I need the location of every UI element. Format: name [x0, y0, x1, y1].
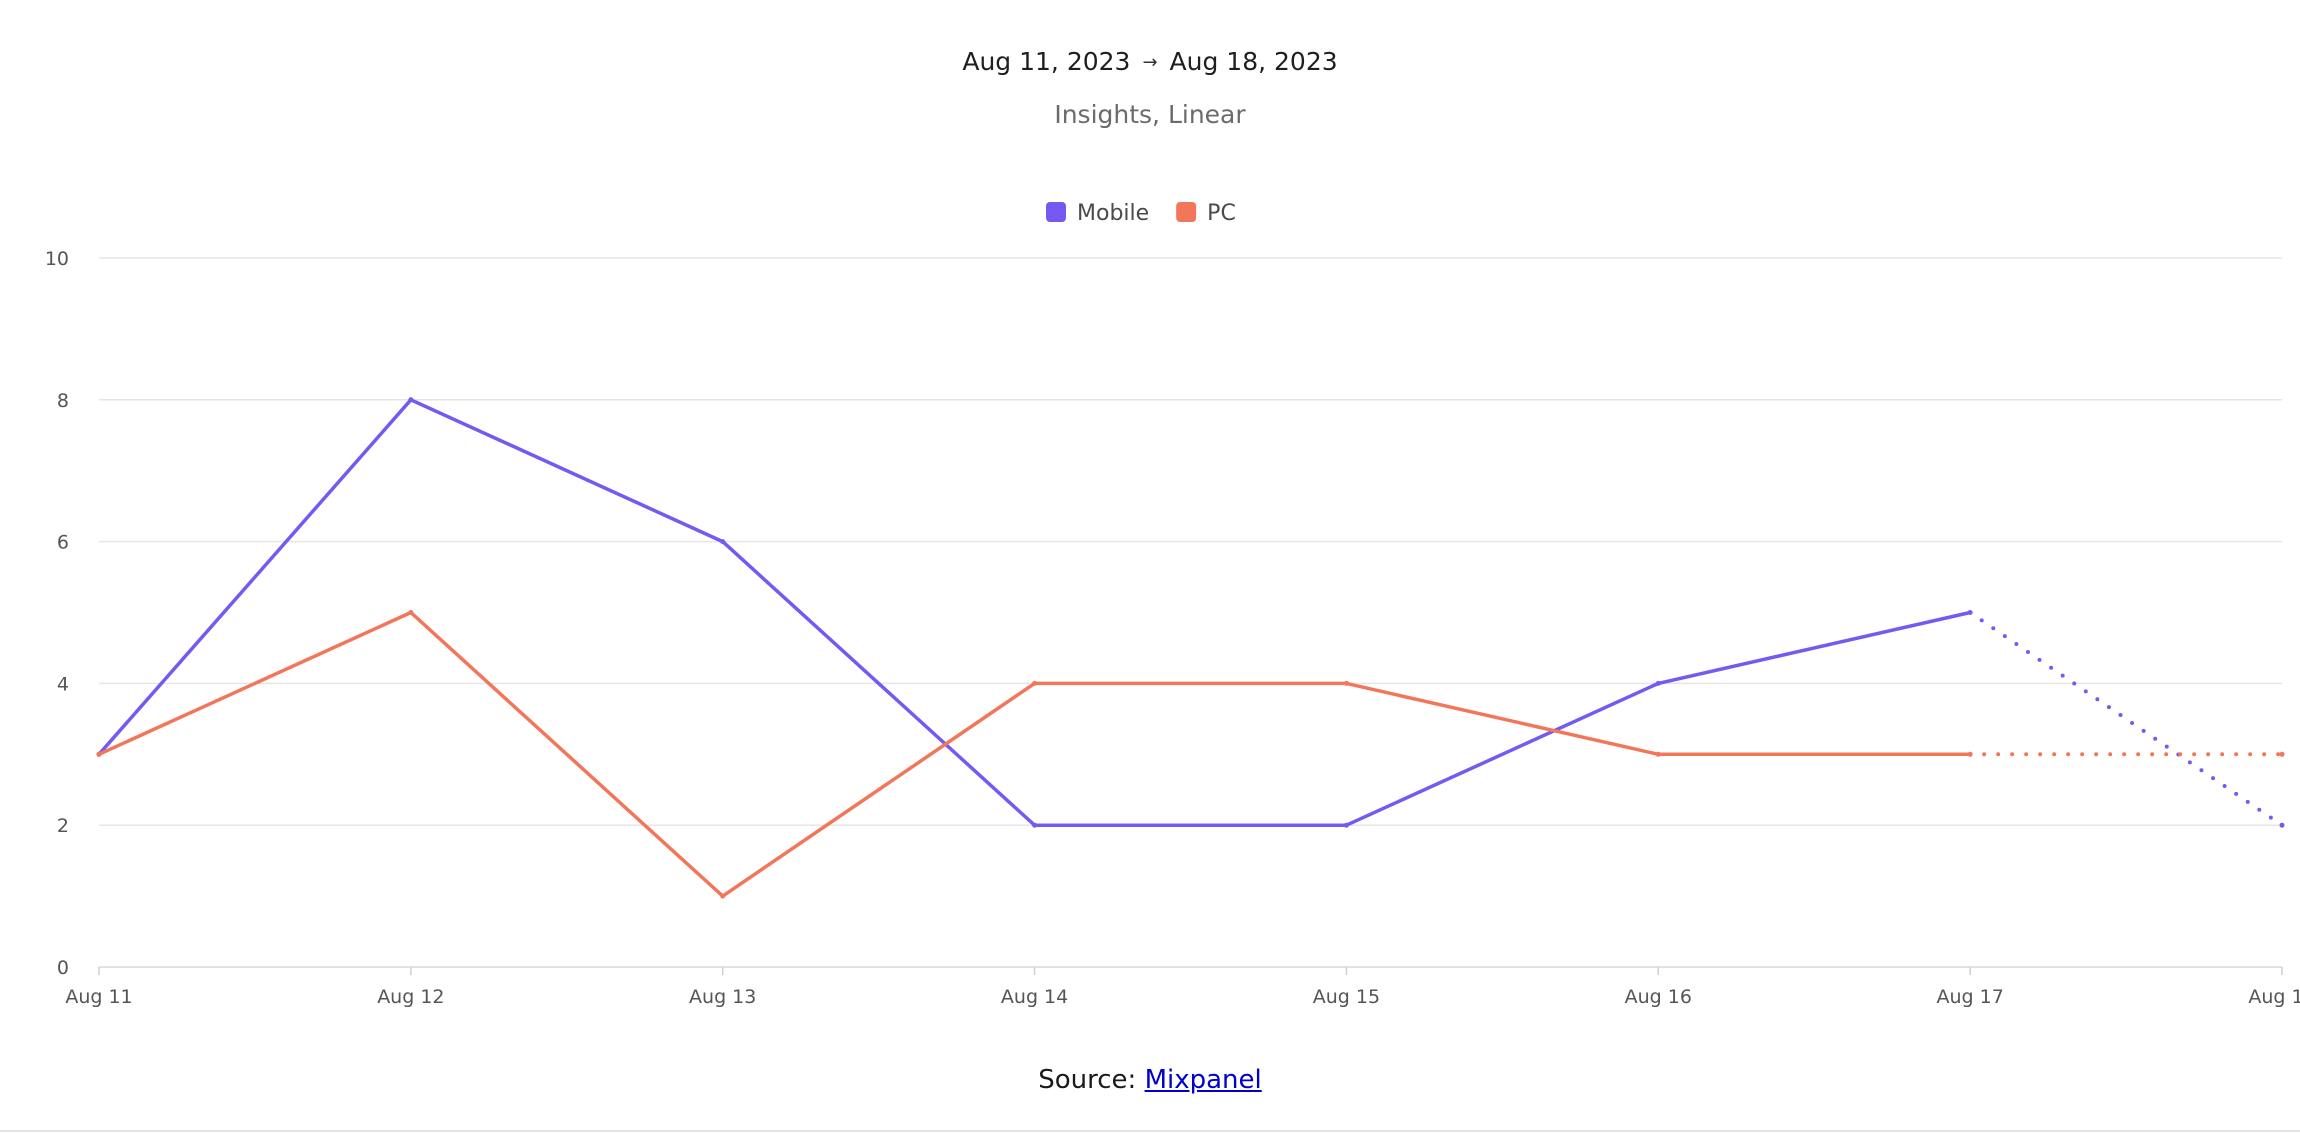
- date-end: Aug 18, 2023: [1169, 47, 1338, 76]
- data-point-mobile-4: [1343, 822, 1349, 828]
- x-tick-label-0: Aug 11: [65, 986, 132, 1008]
- data-point-pc-7: [2279, 751, 2285, 757]
- data-point-pc-0: [96, 751, 102, 757]
- x-tick-label-5: Aug 16: [1625, 986, 1692, 1008]
- data-point-pc-4: [1343, 680, 1349, 686]
- series-line-pc: [97, 610, 1972, 898]
- y-tick-label-0: 0: [57, 957, 69, 979]
- legend-swatch-mobile: [1046, 202, 1066, 222]
- source-link[interactable]: Mixpanel: [1144, 1065, 1262, 1095]
- data-point-pc-6: [1967, 751, 1973, 757]
- date-range: Aug 11, 2023 → Aug 18, 2023: [0, 42, 2300, 82]
- legend-swatch-pc: [1176, 202, 1197, 222]
- arrow-right-icon: →: [1142, 52, 1158, 73]
- x-tick-label-3: Aug 14: [1001, 986, 1068, 1008]
- y-tick-label-2: 2: [57, 815, 69, 837]
- legend-label-pc: PC: [1207, 201, 1236, 226]
- x-tick-label-7: Aug 18: [2248, 986, 2300, 1008]
- data-point-mobile-2: [720, 539, 726, 545]
- x-tick-label-4: Aug 15: [1313, 986, 1380, 1008]
- data-point-mobile-3: [1032, 822, 1038, 828]
- source-label: Source:: [1038, 1065, 1137, 1095]
- y-tick-label-4: 4: [57, 673, 69, 695]
- y-tick-label-8: 8: [57, 390, 69, 412]
- y-tick-label-6: 6: [57, 532, 69, 554]
- x-tick-label-2: Aug 13: [689, 986, 756, 1008]
- x-tick-label-6: Aug 17: [1936, 986, 2003, 1008]
- y-tick-label-10: 10: [45, 248, 69, 270]
- series-line-mobile: [97, 398, 1972, 827]
- data-point-mobile-7: [2279, 822, 2285, 828]
- legend-label-mobile: Mobile: [1077, 201, 1149, 226]
- data-point-pc-1: [408, 610, 414, 615]
- source-line: Source: Mixpanel: [0, 1065, 2300, 1095]
- legend: Mobile PC: [1046, 201, 1236, 226]
- series-projection-mobile: [1968, 610, 2284, 828]
- bottom-divider: [0, 1130, 2300, 1132]
- date-start: Aug 11, 2023: [962, 47, 1131, 76]
- chart-header: Aug 11, 2023 → Aug 18, 2023 Insights, Line…: [0, 42, 2300, 133]
- chart-subtitle: Insights, Linear: [1054, 100, 1246, 129]
- data-point-mobile-1: [408, 397, 414, 403]
- data-point-mobile-6: [1967, 610, 1973, 615]
- data-point-pc-2: [720, 893, 726, 899]
- data-point-pc-5: [1655, 751, 1661, 757]
- series-pc: [96, 610, 2285, 899]
- data-point-pc-3: [1032, 680, 1038, 686]
- data-point-mobile-5: [1655, 680, 1661, 686]
- x-tick-label-1: Aug 12: [377, 986, 444, 1008]
- series-mobile: [96, 397, 2285, 828]
